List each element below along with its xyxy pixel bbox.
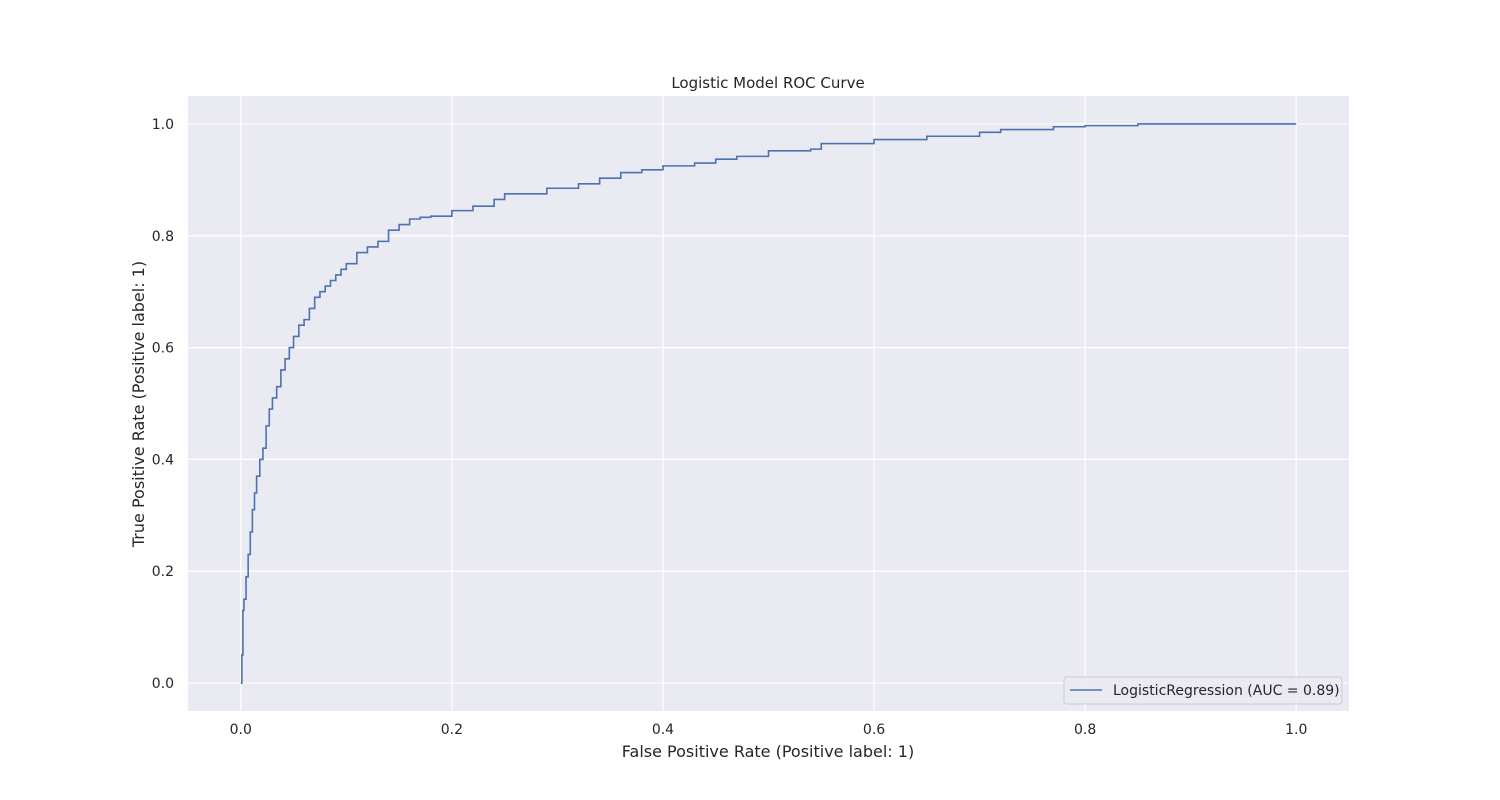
curve-layer <box>240 123 1297 684</box>
x-tick-label: 1.0 <box>1285 722 1307 738</box>
roc-curve-line <box>240 123 1297 684</box>
y-tick-label: 0.0 <box>152 676 174 692</box>
y-axis-label: True Positive Rate (Positive label: 1) <box>129 261 148 548</box>
tick-labels: 0.0 0.2 0.4 0.6 0.8 1.0 0.0 0.2 0.4 0.6 0.8 1.0 <box>152 117 1308 738</box>
y-tick-label: 1.0 <box>152 117 174 133</box>
x-tick-label: 0.8 <box>1074 722 1096 738</box>
x-tick-label: 0.4 <box>652 722 674 738</box>
grid-lines <box>188 96 1349 711</box>
y-tick-label: 0.4 <box>152 452 174 468</box>
legend-label: LogisticRegression (AUC = 0.89) <box>1113 683 1340 699</box>
y-tick-label: 0.8 <box>152 229 174 245</box>
x-tick-label: 0.2 <box>441 722 463 738</box>
x-tick-label: 0.0 <box>230 722 252 738</box>
x-tick-label: 0.6 <box>863 722 885 738</box>
legend: LogisticRegression (AUC = 0.89) <box>1063 676 1343 705</box>
x-axis-label: False Positive Rate (Positive label: 1) <box>622 742 914 761</box>
plot-background <box>188 96 1349 711</box>
chart-title: Logistic Model ROC Curve <box>671 74 864 92</box>
legend-box <box>1063 676 1343 705</box>
y-tick-label: 0.6 <box>152 341 174 357</box>
y-tick-label: 0.2 <box>152 564 174 580</box>
